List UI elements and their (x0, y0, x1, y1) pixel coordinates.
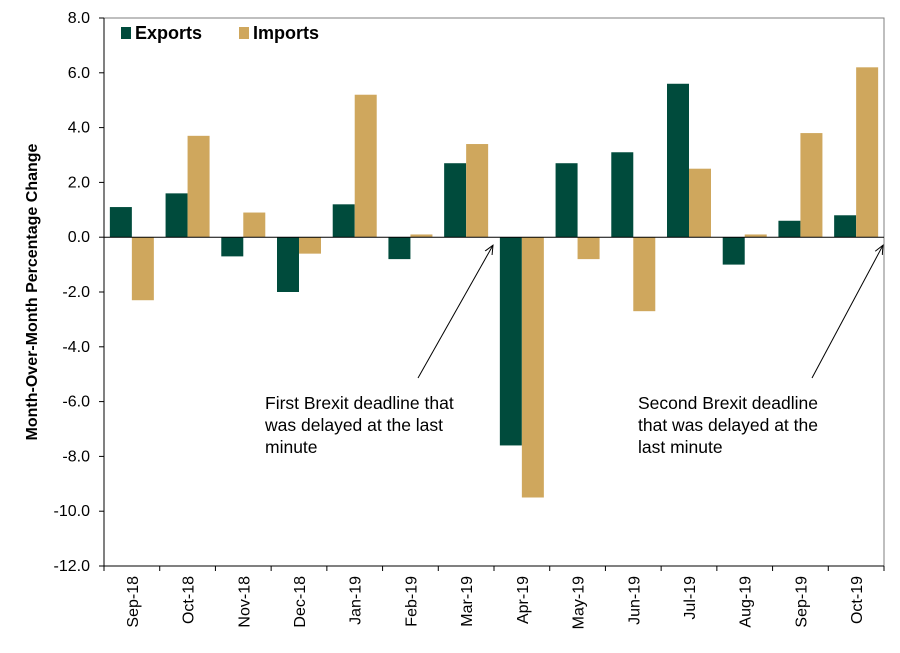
y-tick-label: 6.0 (68, 65, 90, 82)
y-tick-label: 2.0 (68, 174, 90, 191)
y-tick-label: -4.0 (62, 339, 90, 356)
bar-exports-feb-19 (388, 237, 411, 260)
bar-imports-oct-18 (187, 135, 210, 238)
y-tick-label: 4.0 (68, 120, 90, 137)
bar-imports-sep-18 (131, 237, 154, 301)
bar-exports-mar-19 (444, 163, 467, 238)
y-tick-label: 0.0 (68, 229, 90, 246)
annotation-text-first: minute (265, 437, 318, 457)
x-tick-label: Feb-19 (403, 576, 420, 627)
bar-imports-nov-18 (243, 212, 266, 238)
x-tick-label: Mar-19 (459, 576, 476, 627)
legend-label-exports: Exports (135, 23, 202, 43)
x-tick-label: Jan-19 (348, 576, 365, 625)
bar-exports-dec-18 (277, 237, 299, 292)
y-tick-label: 8.0 (68, 10, 90, 27)
annotation-text-first: was delayed at the last (264, 415, 443, 435)
bar-exports-nov-18 (221, 237, 244, 257)
bar-imports-aug-19 (744, 234, 767, 238)
x-tick-label: Apr-19 (515, 576, 532, 624)
bar-exports-jan-19 (332, 204, 355, 238)
bar-exports-sep-18 (109, 207, 132, 238)
legend-swatch-exports (121, 27, 131, 39)
bar-exports-aug-19 (722, 237, 745, 265)
bar-imports-jun-19 (633, 237, 656, 312)
bar-imports-may-19 (577, 237, 600, 260)
x-tick-label: Dec-18 (292, 576, 309, 628)
bar-imports-mar-19 (466, 144, 489, 238)
y-axis-title: Month-Over-Month Percentage Change (24, 143, 41, 440)
annotation-text-first: First Brexit deadline that (265, 393, 454, 413)
legend-label-imports: Imports (253, 23, 319, 43)
annotation-text-second: last minute (638, 437, 723, 457)
y-tick-label: -6.0 (62, 394, 90, 411)
bar-exports-apr-19 (499, 237, 522, 446)
x-tick-label: Oct-19 (849, 576, 866, 624)
bar-exports-jun-19 (611, 152, 634, 238)
bar-exports-sep-19 (778, 220, 801, 238)
x-tick-label: Sep-19 (793, 576, 810, 628)
x-tick-label: Jun-19 (626, 576, 643, 625)
bar-imports-oct-19 (856, 67, 879, 238)
bar-imports-sep-19 (800, 133, 823, 238)
x-tick-label: Sep-18 (125, 576, 142, 628)
bar-exports-oct-18 (165, 193, 188, 238)
x-tick-label: Nov-18 (236, 576, 253, 628)
plot-frame (103, 17, 885, 567)
x-tick-label: May-19 (571, 576, 588, 629)
y-tick-label: -8.0 (62, 448, 90, 465)
annotation-text-second: that was delayed at the (638, 415, 818, 435)
annotation-arrow-first (417, 245, 493, 379)
bar-imports-dec-18 (299, 237, 321, 254)
x-tick-label: Jul-19 (682, 576, 699, 620)
annotation-arrow-second (811, 245, 883, 379)
x-tick-label: Aug-19 (738, 576, 755, 628)
bar-imports-jul-19 (689, 168, 711, 238)
legend-swatch-imports (239, 27, 249, 39)
y-tick-label: -2.0 (62, 284, 90, 301)
y-tick-label: -12.0 (54, 558, 91, 575)
annotation-text-second: Second Brexit deadline (638, 393, 818, 413)
y-tick-label: -10.0 (54, 503, 91, 520)
bar-imports-feb-19 (410, 234, 433, 238)
bar-exports-may-19 (555, 163, 578, 238)
bar-exports-jul-19 (667, 83, 689, 238)
x-tick-label: Oct-18 (181, 576, 198, 624)
bar-exports-oct-19 (834, 215, 857, 238)
bar-imports-jan-19 (354, 94, 377, 238)
bar-imports-apr-19 (521, 237, 544, 498)
